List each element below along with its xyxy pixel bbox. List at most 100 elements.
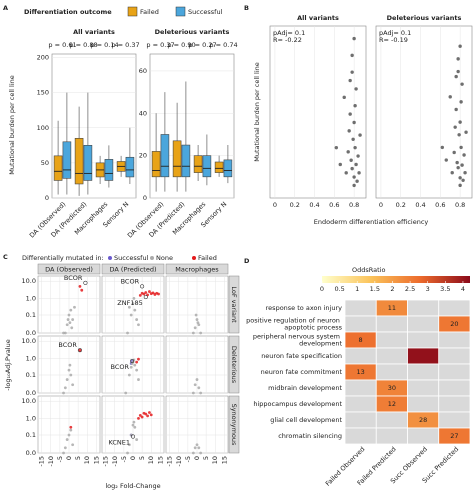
y-tick-label: 0.0 [26,329,36,337]
annotation: pAdj= 0.1 [379,29,411,37]
point [62,451,65,455]
empty-cell [375,427,408,445]
point [440,145,445,150]
facet-title: All variants [73,28,115,36]
x-tick-label: -10 [47,456,55,467]
x-tick-label: -15 [38,456,46,467]
point [458,183,462,188]
point [71,318,75,321]
column-label: DA (Observed) [45,266,93,274]
point [352,36,356,41]
x-tick-label: -10 [175,456,183,467]
facet-title: Deleterious variants [387,14,462,22]
colorbar-tick-label: 2 [390,285,394,293]
point [349,158,353,162]
x-tick-label: -5 [184,456,192,462]
empty-cell [438,411,471,429]
point [69,308,73,312]
colorbar-tick-label: 1.5 [370,285,380,293]
colorbar [322,276,470,283]
point [346,150,350,154]
point [463,171,467,175]
point [138,293,142,297]
point [356,154,360,158]
y-tick-label: 10.0 [22,397,36,405]
empty-cell [407,427,440,445]
point [133,363,137,367]
x-tick-label: 0.4 [415,201,425,209]
plot-frame [375,25,473,199]
panel-label: D [244,257,250,265]
point [67,313,71,317]
row-label: positive regulation of neuron apoptotic … [246,317,343,332]
point [65,438,69,441]
box [104,159,114,181]
y-axis-label: Mutational burden per cell line [8,75,16,175]
point [157,292,160,296]
point [199,331,203,335]
row-label: glial cell development [270,416,342,424]
point [137,416,140,420]
box [74,137,84,185]
colorbar-tick-label: 1 [355,285,359,293]
x-tick-label: 0.8 [455,201,465,209]
colorbar-title: OddsRatio [352,266,385,274]
y-tick-label: 0.1 [26,311,36,319]
y-tick-label: 0.0 [26,449,36,457]
x-tick-label: 10 [83,456,91,464]
point [67,433,71,437]
point [191,391,195,395]
strip [165,263,229,275]
point [450,171,454,175]
strip [101,263,165,275]
point [149,413,153,417]
empty-cell [375,363,408,381]
point [80,288,84,292]
point [68,363,72,367]
gene-point [130,434,136,439]
row-label: hippocampus development [253,400,342,408]
strip [37,263,101,275]
point [127,373,131,377]
point [129,365,133,369]
point [135,368,139,372]
point [457,133,461,137]
x-tick-label: -15 [166,456,174,467]
point [78,284,82,288]
row-label: Deleterious [230,346,238,384]
y-tick-label: 40 [139,109,147,117]
point [347,129,351,133]
p-value: p = 0.37 [111,41,139,49]
column-label: DA (Predicted) [110,266,157,274]
point [195,443,199,447]
x-tick-label: 0 [273,201,277,209]
empty-cell [407,379,440,397]
y-tick-label: 1.0 [26,354,36,362]
panel-label: A [3,4,8,12]
y-tick-label: 0.1 [26,431,36,439]
p-value: p = 0.27 [188,41,216,49]
x-tick-label: -5 [56,456,64,462]
box [151,151,161,178]
point [146,414,149,418]
empty-cell [375,411,408,429]
point [354,162,358,167]
p-value: p = 0.88 [69,41,97,49]
point [354,87,358,91]
point [146,293,149,297]
row-label: peripheral nervous system development [253,333,343,348]
empty-cell [438,379,471,397]
gene-label: KCNE1 [108,439,130,447]
point [448,95,452,99]
point [355,179,359,183]
point [144,412,148,416]
colorbar-tick-label: 3 [426,285,430,293]
point [193,446,197,450]
legend-swatch [175,6,186,17]
x-tick-label: 0.2 [290,201,300,209]
y-tick-label: 10.0 [22,337,36,345]
y-axis-label: -log₁₀Adj.Pvalue [4,339,12,390]
p-value: p = 0.90 [167,41,195,49]
point [199,391,203,395]
point [71,383,75,387]
